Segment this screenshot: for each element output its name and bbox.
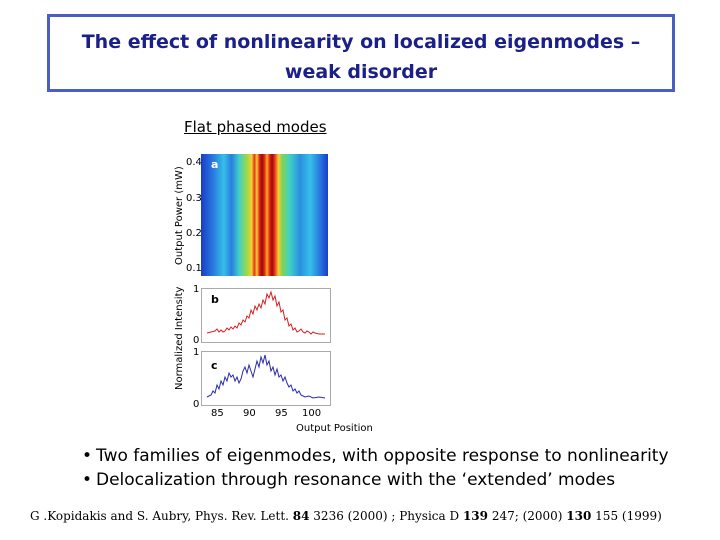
figure-subtitle: Flat phased modes <box>184 118 327 136</box>
panel-b-curve <box>206 290 325 335</box>
panel-c-plot <box>201 351 331 406</box>
x-tick: 100 <box>302 408 322 419</box>
x-tick: 85 <box>211 408 224 419</box>
panel-a-ytick: 0.2 <box>186 228 202 239</box>
bullet-dot: • <box>82 470 93 490</box>
panel-bc-ylabel: Normalized Intensity <box>174 286 185 390</box>
bullet-item: • Two families of eigenmodes, with opposi… <box>82 446 669 466</box>
panel-c-curve <box>206 354 326 399</box>
slide-title: The effect of nonlinearity on localized … <box>50 27 672 87</box>
x-tick: 95 <box>275 408 288 419</box>
title-frame: The effect of nonlinearity on localized … <box>47 14 675 92</box>
title-line-2: weak disorder <box>284 61 438 83</box>
panel-a-ylabel: Output Power (mW) <box>174 166 185 265</box>
title-line-1: The effect of nonlinearity on localized … <box>81 31 641 53</box>
panel-a-ytick: 0.4 <box>186 157 202 168</box>
panel-c-letter: c <box>211 359 218 372</box>
panel-a-ytick: 0.1 <box>186 263 202 274</box>
citation: G .Kopidakis and S. Aubry, Phys. Rev. Le… <box>30 509 662 523</box>
panel-a-ytick: 0.3 <box>186 193 202 204</box>
bullet-list: • Two families of eigenmodes, with opposi… <box>82 444 669 492</box>
panel-b-letter: b <box>211 293 219 306</box>
x-tick: 90 <box>243 408 256 419</box>
panel-c-ytick: 1 <box>193 347 200 358</box>
x-axis-label: Output Position <box>296 423 373 434</box>
panel-b-plot <box>201 288 331 343</box>
panel-a-letter: a <box>211 158 219 171</box>
panel-b-ytick: 1 <box>193 284 200 295</box>
bullet-dot: • <box>82 446 93 466</box>
panel-c-ytick: 0 <box>193 399 200 410</box>
panel-b-ytick: 0 <box>193 335 200 346</box>
bullet-item: • Delocalization through resonance with t… <box>82 470 616 490</box>
panel-a-heatmap <box>201 154 328 276</box>
